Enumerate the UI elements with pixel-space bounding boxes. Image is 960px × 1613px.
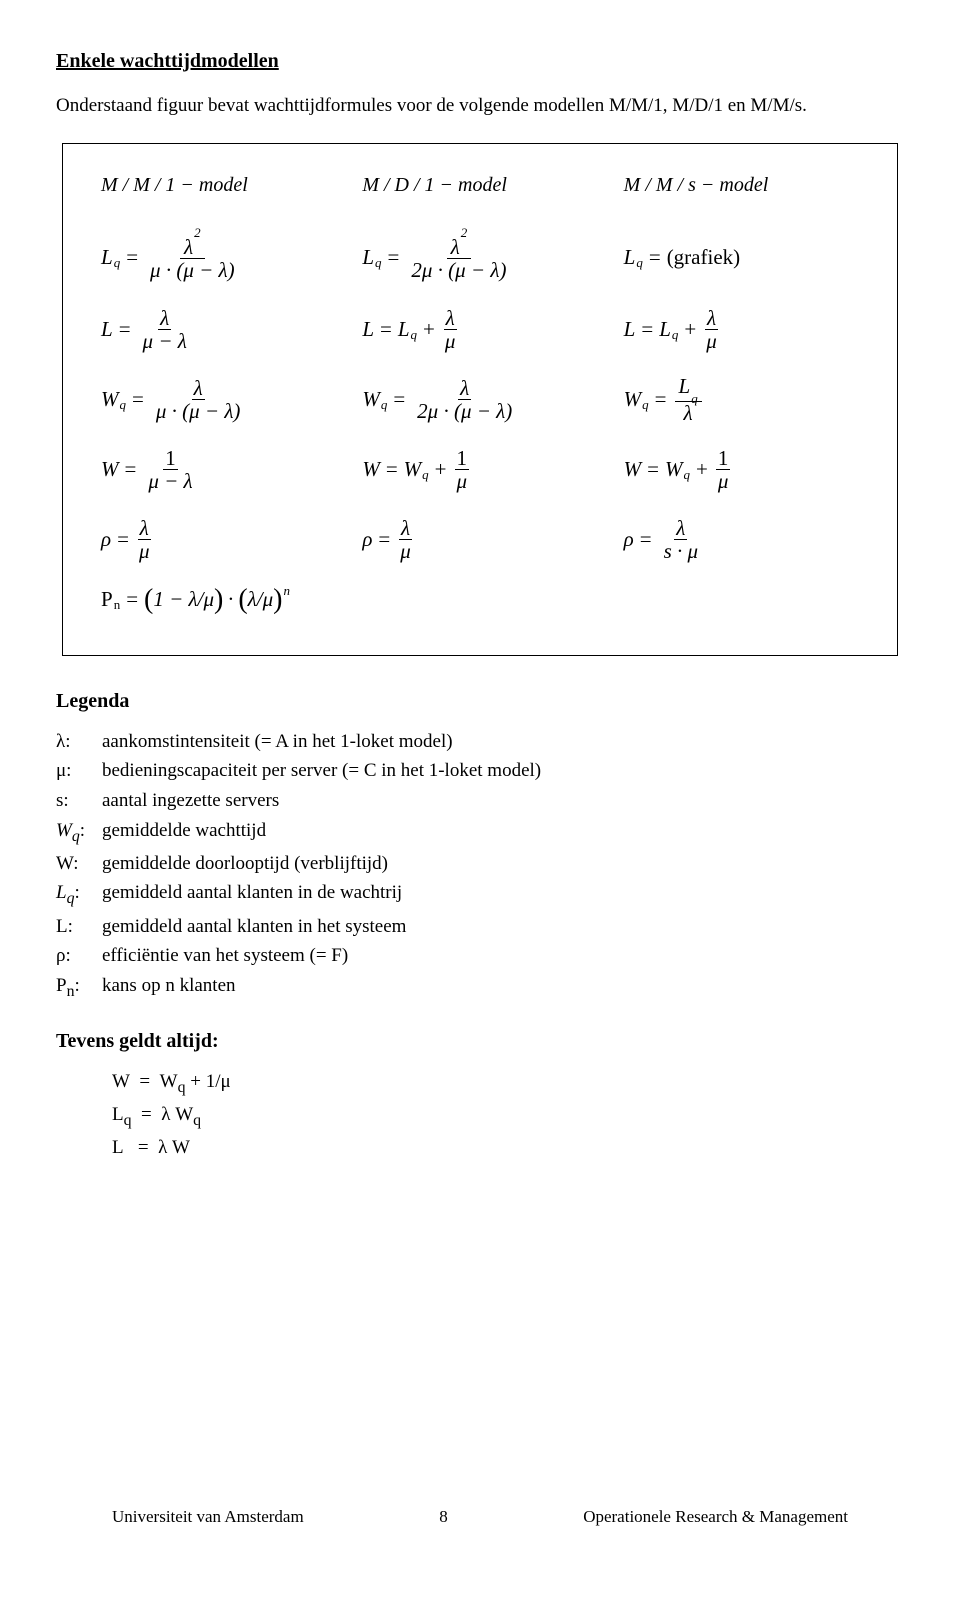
legend-val: aankomstintensiteit (= A in het 1-loket …	[102, 729, 904, 755]
relation-row: L = λ W	[112, 1135, 904, 1161]
legend-key: L:	[56, 914, 102, 940]
formula-pn: Pn = ( 1 − λ/μ ) · ( λ/μ ) n	[101, 575, 865, 625]
formula-l-a: L = λ μ − λ	[101, 295, 342, 365]
legend-key: Lq:	[56, 880, 102, 909]
formula-rho-a: ρ = λ μ	[101, 505, 342, 575]
relation-row: W = Wq + 1/μ	[112, 1069, 904, 1098]
relations-block: W = Wq + 1/μ Lq = λ Wq L = λ W	[112, 1069, 904, 1161]
footer-page: 8	[439, 1506, 448, 1529]
formula-rho-b: ρ = λ μ	[362, 505, 603, 575]
legend-val: kans op n klanten	[102, 973, 904, 1002]
intro-text: Onderstaand figuur bevat wachttijdformul…	[56, 93, 904, 119]
legend-key: μ:	[56, 758, 102, 784]
legend-heading: Legenda	[56, 688, 904, 715]
legend-list: λ: aankomstintensiteit (= A in het 1-lok…	[56, 729, 904, 1002]
legend-key: Wq:	[56, 818, 102, 847]
formula-box: M / M / 1 − model M / D / 1 − model M / …	[62, 143, 898, 656]
formula-lq-c: Lq = (grafiek)	[624, 221, 865, 295]
formula-l-c: L = Lq + λ μ	[624, 295, 865, 365]
formula-w-b: W = Wq + 1 μ	[362, 435, 603, 505]
formula-lq-b: Lq = λ2 2μ · (μ − λ)	[362, 221, 603, 295]
col-head-mms: M / M / s − model	[624, 172, 865, 199]
formula-l-b: L = Lq + λ μ	[362, 295, 603, 365]
relation-row: Lq = λ Wq	[112, 1102, 904, 1131]
col-head-md1: M / D / 1 − model	[362, 172, 603, 199]
legend-val: efficiëntie van het systeem (= F)	[102, 943, 904, 969]
formula-wq-c: Wq = Lq λ	[624, 365, 865, 435]
legend-val: aantal ingezette servers	[102, 788, 904, 814]
formula-w-a: W = 1 μ − λ	[101, 435, 342, 505]
formula-w-c: W = Wq + 1 μ	[624, 435, 865, 505]
page-title: Enkele wachttijdmodellen	[56, 48, 904, 75]
formula-lq-a: Lq = λ2 μ · (μ − λ)	[101, 221, 342, 295]
legend-key: W:	[56, 851, 102, 877]
page-footer: Universiteit van Amsterdam 8 Operationel…	[112, 1506, 848, 1529]
col-head-mm1: M / M / 1 − model	[101, 172, 342, 199]
footer-right: Operationele Research & Management	[583, 1506, 848, 1529]
legend-val: gemiddelde wachttijd	[102, 818, 904, 847]
legend-val: gemiddelde doorlooptijd (verblijftijd)	[102, 851, 904, 877]
footer-left: Universiteit van Amsterdam	[112, 1506, 304, 1529]
legend-val: gemiddeld aantal klanten in het systeem	[102, 914, 904, 940]
legend-key: Pn:	[56, 973, 102, 1002]
formula-wq-b: Wq = λ 2μ · (μ − λ)	[362, 365, 603, 435]
legend-key: s:	[56, 788, 102, 814]
legend-key: ρ:	[56, 943, 102, 969]
formula-wq-a: Wq = λ μ · (μ − λ)	[101, 365, 342, 435]
legend-val: gemiddeld aantal klanten in de wachtrij	[102, 880, 904, 909]
legend-val: bedieningscapaciteit per server (= C in …	[102, 758, 904, 784]
legend-key: λ:	[56, 729, 102, 755]
formula-rho-c: ρ = λ s · μ	[624, 505, 865, 575]
tevens-heading: Tevens geldt altijd:	[56, 1028, 904, 1055]
